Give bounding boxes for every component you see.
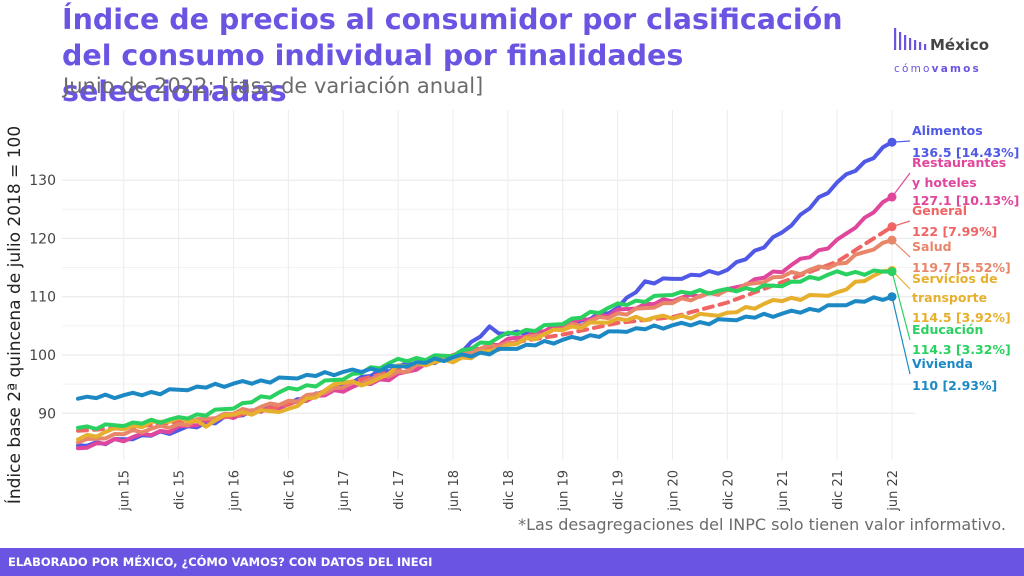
series-line-3 [76,238,894,445]
x-tick-label: dic 19 [612,470,627,510]
series-value-label-0: 136.5 [14.43%] [912,145,1019,160]
x-tick-label: dic 18 [502,470,517,510]
logo-tag-light: cómo [894,63,932,75]
end-label-connector-6 [891,296,911,375]
chart-subtitle: Junio de 2022; [tasa de variación anual] [63,74,484,98]
end-label-connector-1 [891,172,911,198]
y-tick-label: 100 [29,348,56,364]
series-value-label-5: 114.3 [3.32%] [912,342,1011,357]
series-name-label-0: Alimentos [912,123,983,138]
y-tick-label: 130 [29,173,56,189]
series-name-label-6: Vivienda [912,356,973,371]
x-tick-label: dic 16 [282,470,297,510]
x-tick-label: jun 16 [227,470,242,512]
series-name-label-4: transporte [912,290,987,305]
series-line-4 [76,268,894,442]
y-axis-title: Índice base 2ª quincena de julio 2018 = … [3,126,25,504]
x-tick-label: dic 15 [173,470,188,510]
mexico-como-vamos-logo: México cómovamos [888,24,1018,86]
series-name-label-3: Salud [912,239,952,254]
logo-tagline: cómovamos [894,63,981,75]
x-tick-label: jun 20 [666,470,681,512]
x-tick-label: dic 17 [392,470,407,510]
series-name-label-4: Servicios de [912,271,998,286]
x-tick-label: jun 17 [337,470,352,512]
series-line-6 [76,294,894,401]
end-label-connector-5 [891,271,911,341]
footer-bar: ELABORADO POR MÉXICO, ¿CÓMO VAMOS? CON D… [0,548,1024,576]
series-value-label-3: 119.7 [5.52%] [912,260,1011,275]
series-line-5 [76,268,894,431]
x-tick-label: dic 21 [831,470,846,510]
end-label-connector-0 [891,140,911,143]
line-chart: 90 100 110 120 130 jun 15 dic 15 jun 16 dic 16 ju… [3,110,1019,512]
series-name-label-2: General [912,203,967,218]
footer-credit: ELABORADO POR MÉXICO, ¿CÓMO VAMOS? CON D… [8,555,433,569]
series-value-label-6: 110 [2.93%] [912,378,997,393]
end-label-connector-3 [891,239,911,258]
x-tick-label: jun 21 [776,470,791,512]
y-tick-label: 110 [29,290,56,306]
x-tick-label: dic 20 [721,470,736,510]
x-tick-label: jun 22 [886,470,901,512]
footnote: *Las desagregaciones del INPC solo tiene… [518,515,1006,534]
bars-logo-icon [894,28,927,50]
chart-title: Índice de precios al consumidor por clas… [62,3,843,108]
x-tick-label: jun 15 [118,470,133,512]
series-value-label-2: 122 [7.99%] [912,224,997,239]
x-tick-label: jun 18 [447,470,462,512]
end-label-connector-2 [891,220,911,228]
y-tick-label: 120 [29,231,56,247]
logo-name: México [930,36,990,54]
series-name-label-1: y hoteles [912,175,977,190]
series-value-label-4: 114.5 [3.92%] [912,310,1011,325]
x-tick-label: jun 19 [557,470,572,512]
series-name-label-1: Restaurantes [912,155,1006,170]
logo-tag-bold: vamos [931,63,981,75]
y-tick-label: 90 [38,406,56,422]
series-value-label-1: 127.1 [10.13%] [912,193,1019,208]
series-name-label-5: Educación [912,322,983,337]
